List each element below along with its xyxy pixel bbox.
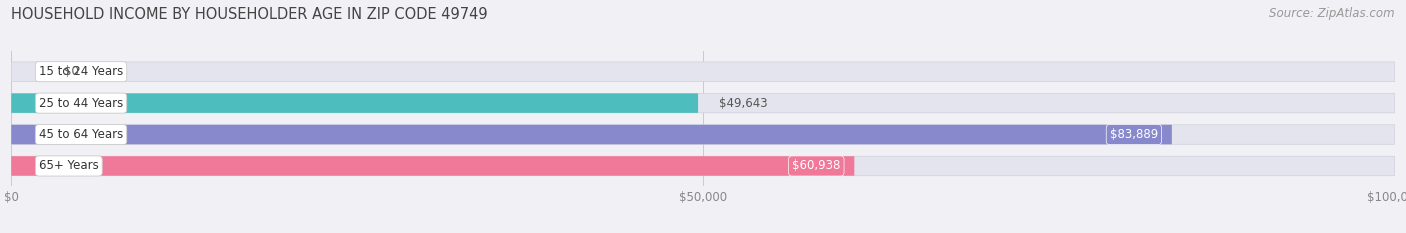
Text: 15 to 24 Years: 15 to 24 Years (39, 65, 124, 78)
Text: 25 to 44 Years: 25 to 44 Years (39, 97, 124, 110)
Text: $49,643: $49,643 (718, 97, 768, 110)
Text: $0: $0 (63, 65, 79, 78)
Text: $83,889: $83,889 (1109, 128, 1159, 141)
FancyBboxPatch shape (11, 93, 697, 113)
Text: 65+ Years: 65+ Years (39, 159, 98, 172)
Text: $60,938: $60,938 (792, 159, 841, 172)
FancyBboxPatch shape (11, 93, 1395, 113)
Text: HOUSEHOLD INCOME BY HOUSEHOLDER AGE IN ZIP CODE 49749: HOUSEHOLD INCOME BY HOUSEHOLDER AGE IN Z… (11, 7, 488, 22)
FancyBboxPatch shape (11, 125, 1395, 144)
FancyBboxPatch shape (11, 156, 1395, 176)
Text: 45 to 64 Years: 45 to 64 Years (39, 128, 124, 141)
Text: Source: ZipAtlas.com: Source: ZipAtlas.com (1270, 7, 1395, 20)
FancyBboxPatch shape (11, 125, 1171, 144)
FancyBboxPatch shape (11, 62, 1395, 81)
FancyBboxPatch shape (11, 156, 855, 176)
